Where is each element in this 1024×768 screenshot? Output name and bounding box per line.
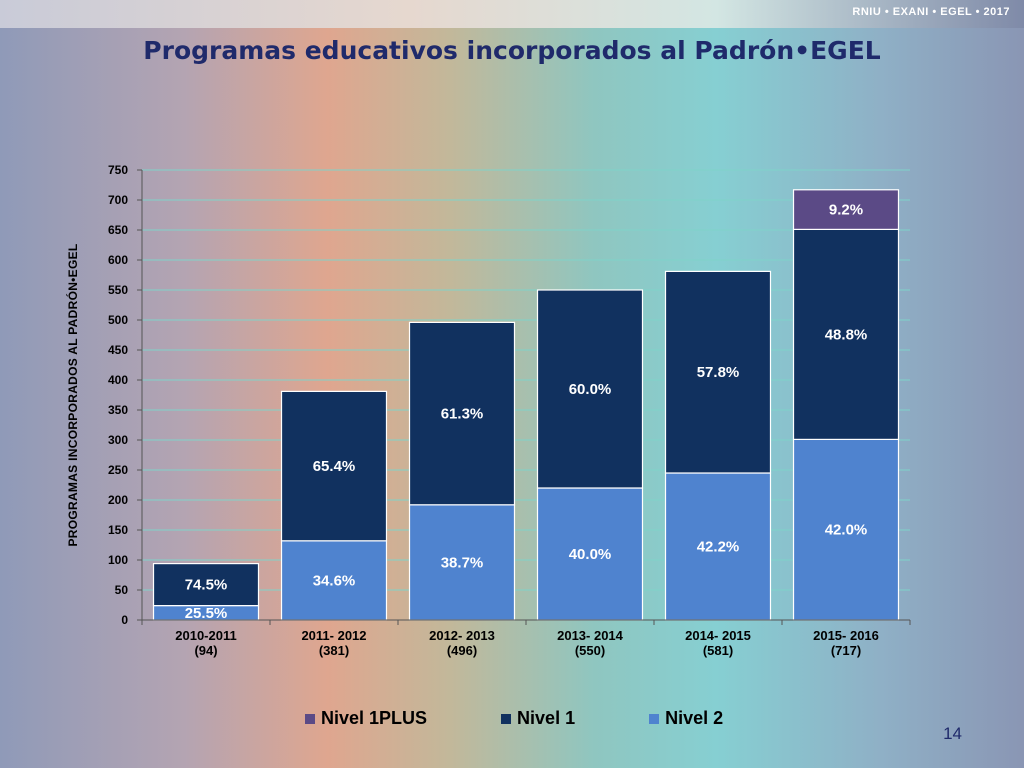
data-label-nivel-1: 48.8% xyxy=(825,326,868,343)
bar-nivel-2 xyxy=(280,540,388,621)
bar-nivel-2 xyxy=(792,438,900,621)
y-tick-label: 200 xyxy=(108,493,128,507)
legend: Nivel 1PLUS Nivel 1 Nivel 2 xyxy=(305,708,723,729)
bar-nivel-1 xyxy=(152,562,260,607)
y-tick-label: 750 xyxy=(108,163,128,177)
legend-swatch-nivel-1plus xyxy=(305,713,315,724)
legend-swatch-nivel-1 xyxy=(501,713,512,724)
data-label-nivel-1: 74.5% xyxy=(185,577,228,594)
bar-nivel-1 xyxy=(664,270,772,474)
x-category-label: 2014- 2015 (581) xyxy=(685,628,751,658)
bar-nivel-2 xyxy=(536,487,644,621)
legend-swatch-nivel-2 xyxy=(649,713,660,724)
y-tick-label: 550 xyxy=(108,283,128,297)
bar-nivel-1plus xyxy=(792,189,900,231)
legend-label-nivel-1: Nivel 1 xyxy=(517,708,576,728)
data-label-nivel-2: 34.6% xyxy=(313,572,356,589)
y-tick-label: 250 xyxy=(108,463,128,477)
y-tick-label: 300 xyxy=(108,433,128,447)
x-category-label: 2013- 2014 (550) xyxy=(557,628,624,658)
bar-nivel-1 xyxy=(408,321,516,506)
brand-text: RNIU • EXANI • EGEL • 2017 xyxy=(852,6,1010,18)
data-label-nivel-2: 25.5% xyxy=(185,605,228,622)
y-tick-label: 600 xyxy=(108,253,128,267)
x-category-label: 2010-2011 (94) xyxy=(175,628,236,658)
data-label-nivel-1plus: 9.2% xyxy=(829,202,863,219)
legend-label-nivel-1plus: Nivel 1PLUS xyxy=(321,708,428,728)
y-tick-label: 350 xyxy=(108,403,128,417)
y-tick-label: 0 xyxy=(121,613,128,627)
data-label-nivel-1: 61.3% xyxy=(441,406,484,423)
x-axis: 2010-2011 (94) 2011- 2012 (381) 2012- 2013 (4… xyxy=(141,619,911,658)
y-tick-label: 650 xyxy=(108,223,128,237)
grid-lines xyxy=(142,169,910,621)
y-tick-label: 50 xyxy=(115,583,129,597)
x-category-label: 2015- 2016 (717) xyxy=(813,628,879,658)
y-axis: 0 50 100 150 200 250 300 350 400 450 500 550 600 650 7… xyxy=(108,163,143,627)
y-tick-label: 500 xyxy=(108,313,128,327)
data-label-nivel-1: 65.4% xyxy=(313,458,356,475)
y-tick-label: 450 xyxy=(108,343,128,357)
y-tick-label: 700 xyxy=(108,193,128,207)
bar-nivel-2 xyxy=(664,472,772,621)
x-category-label: 2012- 2013 (496) xyxy=(429,628,495,658)
bar-nivel-2 xyxy=(408,504,516,621)
y-tick-label: 150 xyxy=(108,523,128,537)
y-axis-label: PROGRAMAS INCORPORADOS AL PADRÓN•EGEL xyxy=(65,243,80,546)
legend-item-nivel-1: Nivel 1 xyxy=(501,708,575,729)
data-label-nivel-1: 57.8% xyxy=(697,364,740,381)
data-label-nivel-2: 42.0% xyxy=(825,522,868,539)
stacked-bar-chart: 0 50 100 150 200 250 300 350 400 450 500 550 600 650 7… xyxy=(65,163,911,658)
top-band xyxy=(0,0,1024,28)
legend-item-nivel-1plus: Nivel 1PLUS xyxy=(305,708,427,729)
data-label-nivel-2: 38.7% xyxy=(441,554,484,571)
page-number: 14 xyxy=(943,724,962,743)
slide-title: Programas educativos incorporados al Pad… xyxy=(143,36,881,65)
data-label-nivel-1: 60.0% xyxy=(569,381,612,398)
x-category-label: 2011- 2012 (381) xyxy=(301,628,366,658)
data-label-nivel-2: 40.0% xyxy=(569,546,612,563)
data-label-nivel-2: 42.2% xyxy=(697,539,740,556)
legend-item-nivel-2: Nivel 2 xyxy=(649,708,723,729)
legend-label-nivel-2: Nivel 2 xyxy=(665,708,724,728)
bar-nivel-1 xyxy=(536,289,644,489)
bar-nivel-1 xyxy=(280,390,388,542)
bars: 25.5% 74.5% 34.6% 65.4% 38.7% 61.3% 40.0% 60.0%… xyxy=(152,189,900,622)
y-tick-label: 400 xyxy=(108,373,128,387)
y-tick-label: 100 xyxy=(108,553,128,567)
bar-nivel-1 xyxy=(792,228,900,440)
